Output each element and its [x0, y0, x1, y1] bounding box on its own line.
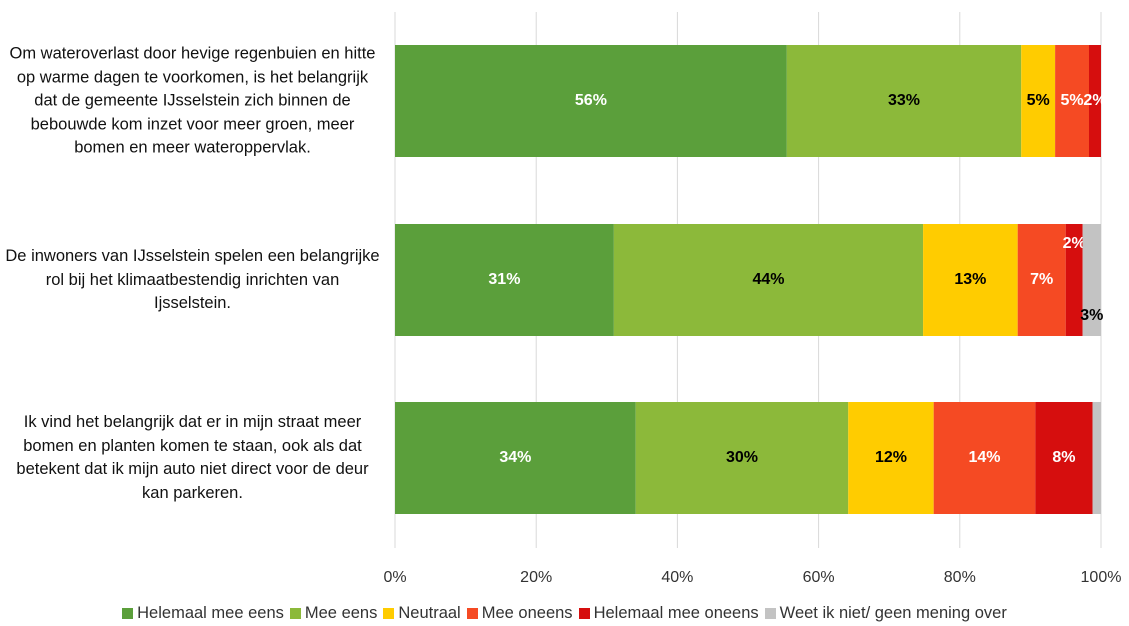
data-label: 2% [1083, 92, 1106, 109]
legend-label: Helemaal mee eens [137, 604, 284, 622]
bar-segment [395, 45, 787, 157]
x-tick-label: 20% [520, 569, 552, 586]
legend-label: Helemaal mee oneens [593, 604, 759, 622]
legend-label: Mee eens [304, 604, 378, 622]
legend-item: Helemaal mee eens [122, 604, 284, 623]
bar-segment [923, 224, 1018, 336]
bar-segment [1055, 45, 1089, 157]
bar-segment [635, 402, 849, 514]
data-label: 5% [1060, 92, 1083, 109]
bar-segment [1065, 224, 1083, 336]
legend-swatch [466, 608, 478, 619]
bar-segment [395, 402, 636, 514]
bar-segment [848, 402, 934, 514]
x-tick-label: 80% [944, 569, 976, 586]
x-tick-label: 0% [383, 569, 406, 586]
data-label: 5% [1027, 92, 1050, 109]
data-label: 7% [1030, 271, 1053, 288]
category-label: De inwoners van IJsselstein spelen een b… [5, 246, 380, 312]
x-tick-label: 100% [1081, 569, 1122, 586]
x-tick-label: 60% [803, 569, 835, 586]
legend-swatch [289, 608, 301, 619]
bar-segment [1035, 402, 1093, 514]
data-label: 30% [726, 449, 758, 466]
bar-segment [786, 45, 1022, 157]
data-label: 2% [1063, 235, 1086, 252]
data-label: 56% [575, 92, 607, 109]
legend-item: Neutraal [383, 604, 461, 623]
legend-item: Mee eens [289, 604, 378, 623]
legend-label: Neutraal [398, 604, 461, 622]
data-label: 3% [1080, 307, 1103, 324]
legend: Helemaal mee eens Mee eens Neutraal Mee one… [0, 604, 1129, 623]
data-label: 8% [1052, 449, 1075, 466]
data-label: 13% [954, 271, 986, 288]
legend-item: Mee oneens [466, 604, 573, 623]
x-tick-label: 40% [661, 569, 693, 586]
bar-segment [1088, 45, 1101, 157]
legend-swatch [578, 608, 590, 619]
data-label: 12% [875, 449, 907, 466]
bar-segment [613, 224, 924, 336]
legend-label: Weet ik niet/ geen mening over [779, 604, 1007, 622]
legend-swatch [383, 608, 395, 619]
bar-segment [1017, 224, 1066, 336]
category-label: Om wateroverlast door hevige regenbuien … [9, 44, 376, 157]
data-label: 34% [499, 449, 531, 466]
bar-segment [1092, 402, 1101, 514]
legend-item: Weet ik niet/ geen mening over [764, 604, 1007, 623]
legend-swatch [122, 608, 134, 619]
bar-segment [933, 402, 1036, 514]
legend-label: Mee oneens [481, 604, 573, 622]
data-label: 14% [968, 449, 1000, 466]
legend-swatch [764, 608, 776, 619]
bar-segment [1082, 224, 1101, 336]
data-label: 31% [488, 271, 520, 288]
legend-item: Helemaal mee oneens [578, 604, 759, 623]
category-label: Ik vind het belangrijk dat er in mijn st… [16, 413, 369, 502]
data-label: 33% [888, 92, 920, 109]
bar-segment [1021, 45, 1056, 157]
bar-segment [395, 224, 614, 336]
data-label: 44% [752, 271, 784, 288]
